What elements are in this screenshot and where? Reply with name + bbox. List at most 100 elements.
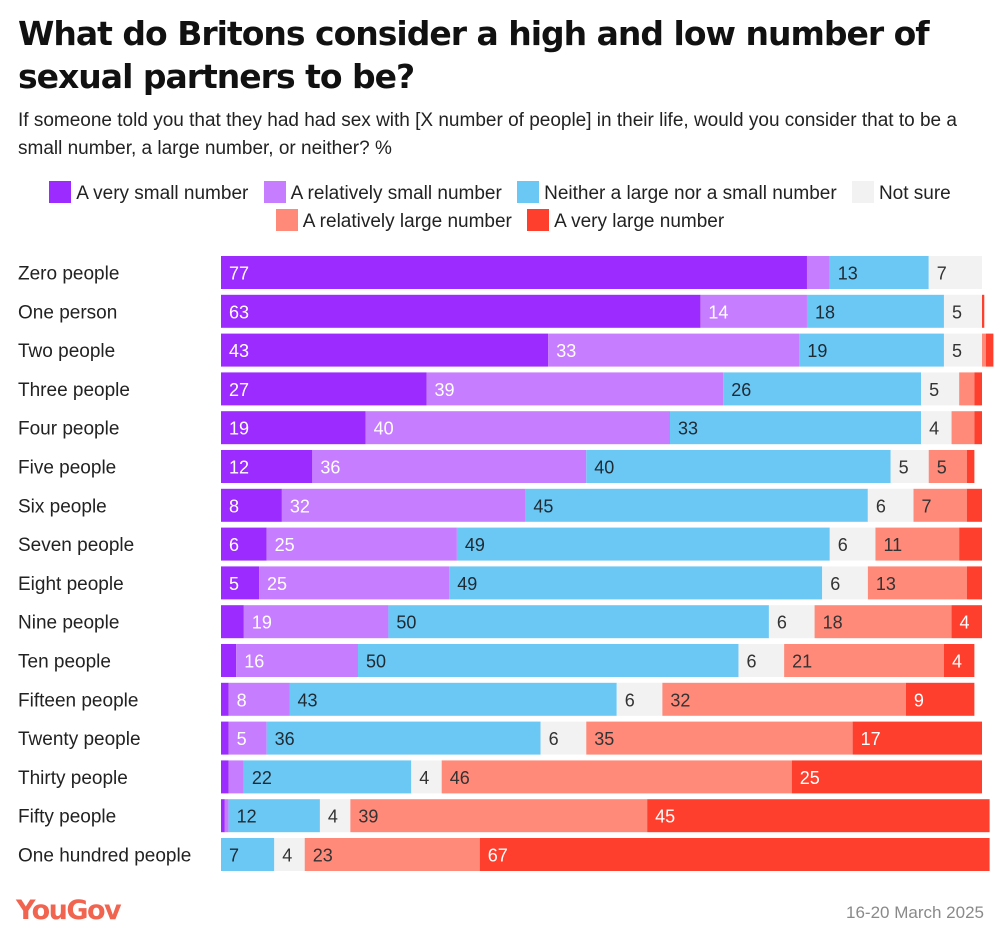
- bar-segment: [365, 411, 670, 445]
- category-label: Fifty people: [18, 807, 116, 828]
- category-label: Five people: [18, 458, 116, 479]
- bar-segment: [221, 644, 237, 677]
- bar-segment: [974, 411, 982, 445]
- bar-segment: [221, 256, 807, 289]
- bar-segment: [228, 721, 267, 755]
- data-label: 5: [229, 574, 239, 594]
- bar-segment: [274, 838, 305, 871]
- bar-segment: [221, 333, 549, 367]
- bar-segment: [266, 527, 457, 561]
- bar-segment: [525, 488, 868, 522]
- bar-segment: [586, 721, 853, 755]
- category-label: Thirty people: [18, 768, 128, 789]
- bar-segment: [456, 527, 830, 561]
- bar-segment: [221, 799, 225, 833]
- legend-swatch: [275, 209, 298, 231]
- legend-item: A relatively small number: [263, 181, 502, 204]
- legend-label: Not sure: [878, 183, 951, 204]
- bar-segment: [943, 333, 982, 367]
- bar-segment: [221, 372, 427, 406]
- data-label: 6: [777, 613, 787, 633]
- bar-segment: [586, 450, 891, 483]
- bar-segment: [852, 721, 982, 755]
- bar-segment: [221, 294, 701, 328]
- legend-swatch: [263, 181, 286, 203]
- data-label: 7: [229, 846, 239, 866]
- bar-segment: [228, 760, 244, 794]
- bar-segment: [943, 644, 975, 677]
- bar-segment: [319, 799, 351, 833]
- data-label: 6: [838, 535, 848, 555]
- data-label: 49: [457, 574, 477, 594]
- bar-segment: [700, 294, 807, 328]
- bar-segment: [867, 488, 914, 522]
- bar-segment: [304, 838, 480, 871]
- legend-swatch: [851, 181, 874, 203]
- bar-segment: [806, 256, 830, 289]
- data-label: 43: [297, 690, 317, 710]
- bar-segment: [350, 799, 648, 833]
- data-label: 4: [952, 652, 962, 672]
- data-label: 25: [267, 574, 287, 594]
- bar-segment: [243, 605, 389, 639]
- bar-segment: [867, 566, 967, 600]
- bar-segment: [799, 333, 944, 367]
- bar-segment: [289, 682, 617, 716]
- category-label: Twenty people: [18, 729, 141, 750]
- data-label: 40: [594, 458, 614, 478]
- data-label: 25: [800, 768, 820, 788]
- data-label: 6: [876, 496, 886, 516]
- data-label: 19: [807, 341, 827, 361]
- bar-segment: [221, 566, 260, 600]
- legend-label: Neither a large nor a small number: [544, 183, 837, 204]
- bar-segment: [221, 450, 313, 483]
- data-label: 9: [914, 690, 924, 710]
- data-label: 45: [655, 807, 675, 827]
- bar-segment: [921, 411, 952, 445]
- bar-segment: [829, 527, 876, 561]
- legend-item: A relatively large number: [275, 209, 512, 232]
- data-label: 4: [419, 768, 429, 788]
- bar-segment: [647, 799, 990, 833]
- yougov-logo: YouGov: [16, 895, 122, 926]
- bar-segment: [982, 333, 986, 367]
- data-label: 33: [678, 419, 698, 439]
- data-label: 4: [282, 846, 292, 866]
- legend-swatch: [527, 209, 550, 231]
- data-label: 14: [708, 302, 728, 322]
- bar-segment: [236, 644, 358, 677]
- data-label: 5: [929, 380, 939, 400]
- fieldwork-date: 16-20 March 2025: [846, 903, 984, 922]
- legend-label: A very small number: [76, 183, 249, 204]
- bar-segment: [959, 527, 982, 561]
- data-label: 17: [861, 729, 881, 749]
- bar-segment: [905, 682, 975, 716]
- data-label: 43: [229, 341, 249, 361]
- bar-segment: [312, 450, 587, 483]
- category-label: Six people: [18, 496, 107, 517]
- legend-item: A very small number: [49, 181, 249, 204]
- data-label: 25: [275, 535, 295, 555]
- bar-segment: [221, 527, 267, 561]
- data-label: 39: [434, 380, 454, 400]
- bar-segment: [875, 527, 960, 561]
- data-label: 6: [549, 729, 559, 749]
- bar-segment: [966, 488, 982, 522]
- data-label: 5: [237, 729, 247, 749]
- category-label: Eight people: [18, 574, 124, 595]
- data-label: 45: [533, 496, 553, 516]
- data-label: 6: [746, 652, 756, 672]
- bar-segment: [479, 838, 990, 871]
- data-label: 39: [358, 807, 378, 827]
- data-label: 4: [960, 613, 970, 633]
- bar-segment: [921, 372, 960, 406]
- data-label: 33: [556, 341, 576, 361]
- data-label: 32: [290, 496, 310, 516]
- chart-title: What do Britons consider a high and low …: [18, 14, 930, 96]
- bar-segment: [959, 372, 975, 406]
- category-label: Seven people: [18, 535, 134, 556]
- data-label: 35: [594, 729, 614, 749]
- data-label: 12: [237, 807, 257, 827]
- bar-segment: [281, 488, 526, 522]
